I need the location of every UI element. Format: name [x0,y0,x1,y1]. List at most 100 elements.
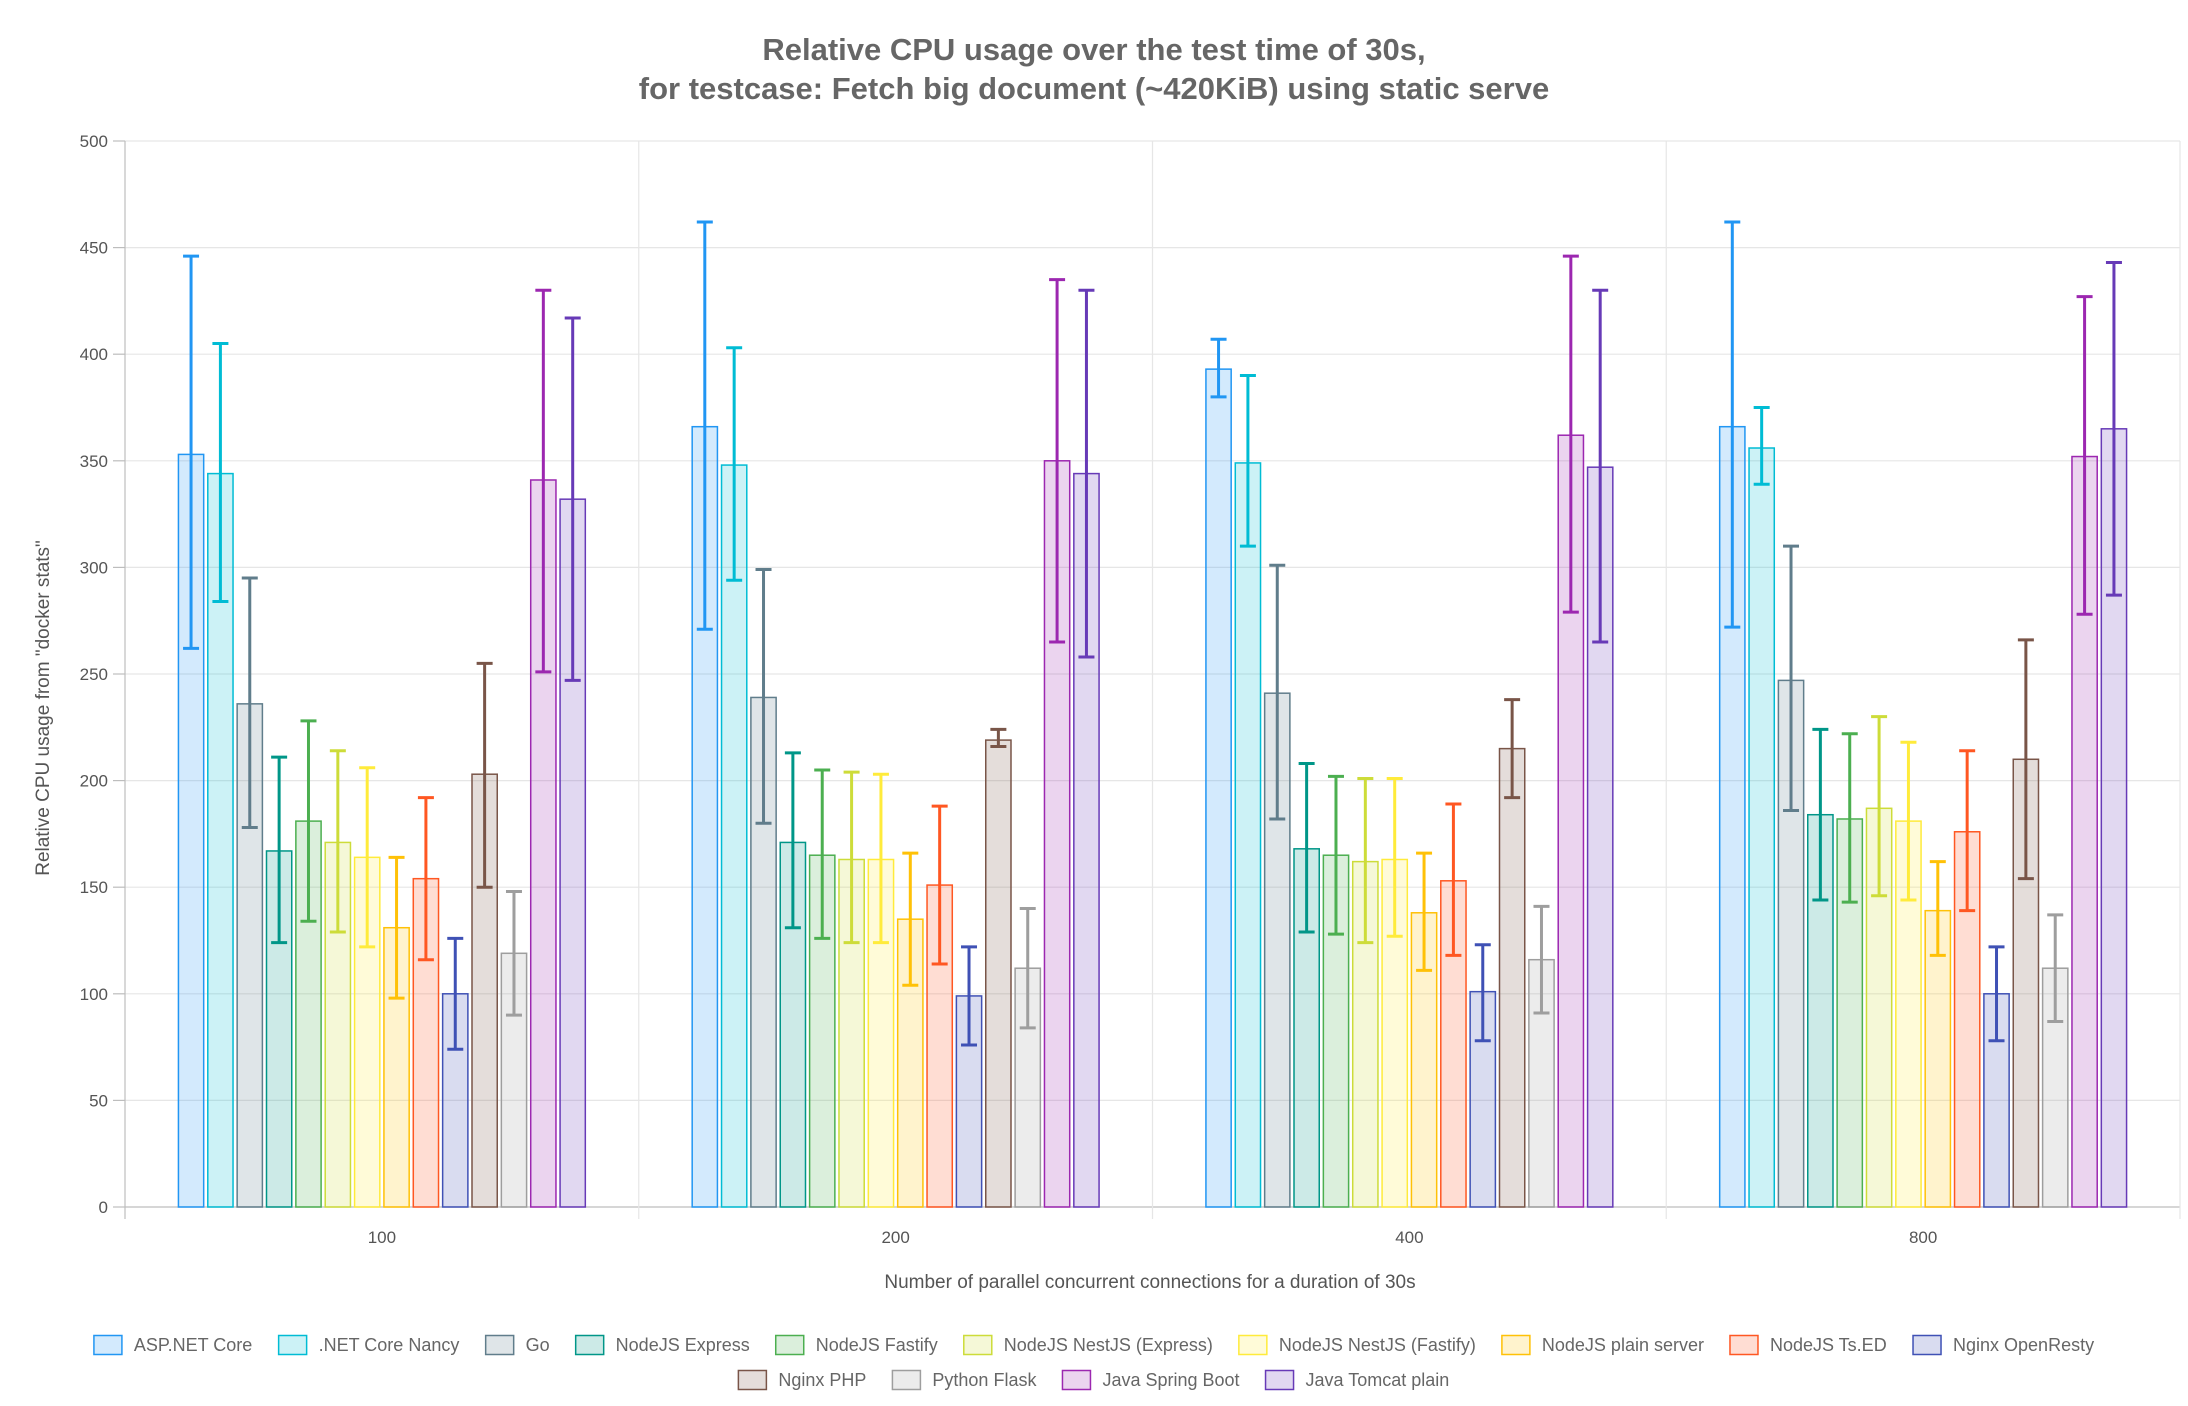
axes: 0 50 100 150 200 250 300 350 400 450 500 100 200 400 8… [80,132,1938,1247]
error-bar [212,342,229,604]
y-axis-label: Relative CPU usage from "docker stats" [33,540,54,876]
error-bar [755,568,772,825]
error-bar [1210,337,1227,399]
legend-swatch [277,1334,308,1356]
error-bar [1019,907,1036,1030]
legend-item: NodeJS plain server [1501,1334,1704,1356]
error-bar [1929,860,1946,957]
bar [1205,368,1232,1208]
error-bar [696,220,713,631]
error-bar [447,936,464,1051]
error-bar [1298,762,1315,934]
legend-swatch [1061,1369,1092,1391]
legend-swatch [1264,1369,1295,1391]
legend-label: NodeJS NestJS (Fastify) [1279,1335,1476,1355]
bar [1586,466,1614,1208]
legend-label: NodeJS Fastify [816,1335,938,1355]
legend-item: Python Flask [891,1369,1037,1391]
error-bar [1269,563,1286,821]
legend-label: Python Flask [932,1370,1037,1390]
x-tick-label: 200 [881,1228,909,1247]
legend-label: NodeJS Ts.ED [1770,1335,1887,1355]
error-bar [1592,288,1609,644]
bar [1498,747,1526,1208]
error-bar [2105,261,2122,597]
y-tick-label: 0 [99,1198,108,1217]
error-bar [931,804,948,966]
legend-swatch [1238,1334,1268,1356]
error-bar [1562,254,1579,614]
legend-label: Java Spring Boot [1102,1370,1239,1390]
x-axis-label: Number of parallel concurrent connection… [884,1272,1415,1293]
grid [125,140,2181,1219]
error-bar [1078,288,1095,659]
error-bar [1327,774,1344,936]
y-tick-label: 250 [80,665,108,684]
error-bar [564,316,581,682]
legend-swatch [484,1334,515,1356]
legend-label: Nginx OpenResty [1953,1335,2094,1355]
legend-label: Nginx PHP [778,1370,866,1390]
y-tick-label: 450 [80,239,108,258]
error-bar [271,755,288,945]
legend-label: .NET Core Nancy [319,1335,460,1355]
legend-swatch [737,1369,768,1391]
error-bar [814,768,831,940]
legend: ASP.NET Core .NET Core Nancy Go NodeJS Expr… [93,1334,2094,1391]
legend-label: Go [526,1335,550,1355]
legend-swatch [574,1334,605,1356]
bar [720,464,748,1208]
error-bar [417,796,434,962]
error-bar [902,851,919,987]
chart-title-line-2: for testcase: Fetch big document (~420Ki… [639,71,1549,106]
bar [1924,909,1952,1208]
bar [985,739,1012,1208]
error-bar [505,889,522,1017]
bar [1234,462,1262,1208]
legend-item: NodeJS Express [574,1334,750,1356]
y-tick-label: 300 [80,558,108,577]
bars [177,220,2128,1208]
error-bar [388,855,405,1000]
chart-title: Relative CPU usage over the test time of… [639,32,1549,106]
legend-item: NodeJS NestJS (Fastify) [1238,1334,1476,1356]
error-bar [1357,776,1374,945]
error-bar [1386,776,1403,938]
legend-swatch [1912,1334,1942,1356]
legend-label: NodeJS NestJS (Express) [1004,1335,1213,1355]
y-tick-label: 200 [80,772,108,791]
error-bar [843,770,860,945]
error-bar [1533,904,1550,1015]
error-bar [1988,945,2005,1043]
y-tick-label: 100 [80,985,108,1004]
legend-item: NodeJS Ts.ED [1729,1334,1887,1356]
error-bar [1724,220,1741,629]
legend-swatch [963,1334,993,1356]
error-bar [961,945,978,1047]
error-bar [1474,943,1491,1043]
legend-label: Java Tomcat plain [1306,1370,1450,1390]
legend-swatch [1729,1334,1759,1356]
error-bar [2017,638,2034,881]
error-bar [1900,740,1917,902]
error-bar [872,772,889,945]
legend-swatch [1501,1334,1531,1356]
error-bar [990,727,1007,748]
error-bar [300,719,317,923]
legend-swatch [93,1334,123,1356]
legend-item: ASP.NET Core [93,1334,252,1356]
error-bar [359,766,376,949]
error-bar [1049,278,1066,644]
x-tick-label: 800 [1909,1228,1937,1247]
legend-item: Nginx OpenResty [1912,1334,2094,1356]
error-bar [2076,295,2093,616]
error-bar [1959,749,1976,913]
legend-item: NodeJS NestJS (Express) [963,1334,1213,1356]
legend-item: Java Spring Boot [1061,1369,1240,1391]
error-bar [329,749,346,934]
error-bar [1416,851,1433,972]
error-bar [1239,374,1256,548]
error-bar [1812,727,1829,902]
